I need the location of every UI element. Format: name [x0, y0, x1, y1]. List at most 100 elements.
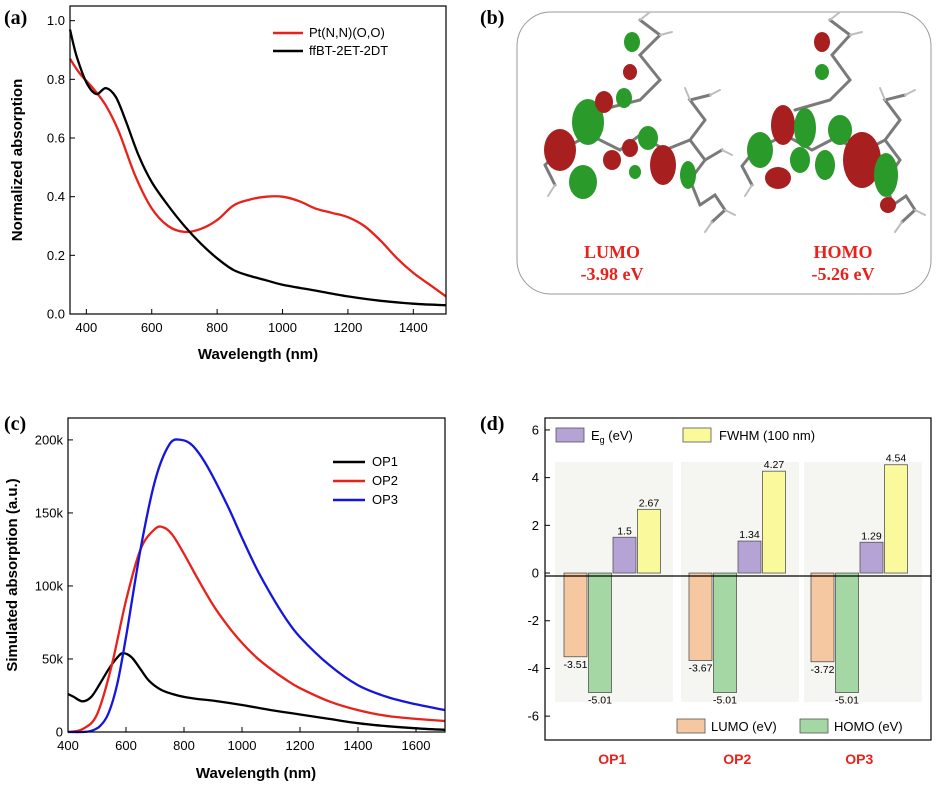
- d-bar-value-label: -5.01: [588, 695, 612, 707]
- a-xtick-label: 1400: [399, 320, 428, 335]
- d-legend-swatch-fwhm: [682, 427, 712, 443]
- c-ytick-label: 200k: [35, 432, 64, 447]
- a-ytick-label: 0.4: [47, 189, 65, 204]
- c-xtick-label: 1400: [344, 738, 373, 753]
- d-ticks: -6 -4 -2 0 2 4 6: [527, 422, 550, 724]
- a-xlabel: Wavelength (nm): [198, 346, 318, 363]
- panel-label-b: (b): [480, 7, 504, 29]
- lumo-orbital-image: [543, 11, 736, 233]
- d-legend-swatch-lumo: [676, 718, 706, 734]
- a-legend-label-2: ffBT-2ET-2DT: [309, 43, 388, 58]
- d-bar-op3-2: [835, 572, 859, 693]
- d-bar-op1-1: [563, 572, 588, 658]
- a-ytick-label: 1.0: [47, 13, 65, 28]
- a-legend-label-1: Pt(N,N)(O,O): [309, 25, 385, 40]
- a-xtick-label: 800: [206, 320, 228, 335]
- d-bar-value-label: 1.5: [617, 525, 632, 537]
- d-bar-value-label: -5.01: [835, 695, 859, 707]
- d-ytick-label: 0: [532, 566, 539, 581]
- d-bar-op3-3: [859, 541, 884, 574]
- d-ytick-label: -4: [527, 661, 539, 676]
- d-category-label: OP1: [598, 751, 626, 767]
- c-legend-label-1: OP1: [372, 454, 398, 469]
- d-ytick-label: 2: [532, 518, 539, 533]
- d-bar-op1-2: [588, 572, 612, 693]
- d-ytick-label: -2: [527, 613, 539, 628]
- c-ticks: 400 600 800 1000 1200 1400 1600 0 50k 100k 150k 200…: [35, 432, 431, 753]
- d-category-label: OP2: [723, 751, 751, 767]
- d-bar-value-label: 4.27: [764, 459, 785, 471]
- d-bar-op3-1: [810, 572, 835, 663]
- a-ytick-label: 0.0: [47, 307, 65, 322]
- orbital-panel: LUMO -3.98 eV HOMO -5.26 eV: [516, 11, 932, 295]
- a-ytick-label: 0.8: [47, 72, 65, 87]
- c-xtick-label: 1600: [402, 738, 431, 753]
- lumo-label: LUMO: [584, 242, 640, 262]
- d-bar-op2-1: [688, 572, 713, 661]
- c-ylabel: Simulated absorption (a.u.): [4, 478, 21, 671]
- chart-c: 400 600 800 1000 1200 1400 1600 0 50k 100k 150k 200…: [4, 417, 446, 782]
- d-category-label: OP3: [845, 751, 873, 767]
- c-xtick-label: 800: [173, 738, 195, 753]
- d-legend-swatch-homo: [799, 718, 829, 734]
- panel-label-a: (a): [4, 7, 27, 29]
- orbital-frame: [516, 11, 932, 295]
- c-xtick-label: 1200: [286, 738, 315, 753]
- a-xtick-label: 400: [75, 320, 97, 335]
- d-ytick-label: 4: [532, 470, 539, 485]
- c-ytick-label: 50k: [42, 651, 63, 666]
- d-plot-frame: [544, 417, 932, 741]
- c-series-line-1: [67, 651, 446, 731]
- lumo-energy: -3.98 eV: [581, 264, 644, 284]
- a-ticks: 400 600 800 1000 1200 1400 0.0 0.2 0.4 0.6 0.8 1.0: [47, 13, 428, 335]
- d-legend-swatch-eg: [555, 427, 585, 443]
- c-ytick-label: 0: [56, 725, 63, 740]
- d-category-labels: OP1 OP2 OP3: [598, 751, 873, 767]
- d-legend-label-eg: Eg (eV): [591, 428, 633, 445]
- c-legend: OP1 OP2 OP3: [333, 454, 398, 507]
- a-ytick-label: 0.2: [47, 248, 65, 263]
- chart-d: -6 -4 -2 0 2 4 6 -3.51 -5.01 1.5 2.67 -3.67 -5.01 1.…: [527, 417, 932, 767]
- c-legend-label-2: OP2: [372, 473, 398, 488]
- d-legend-top: Eg (eV) FWHM (100 nm): [555, 427, 815, 445]
- d-bar-op3-4: [884, 464, 908, 574]
- d-bar-op2-3: [737, 540, 762, 574]
- d-bar-value-label: -3.67: [689, 663, 713, 675]
- a-lines: [68, 29, 447, 307]
- d-bar-value-label: 2.67: [639, 497, 660, 509]
- c-series-line-3: [67, 438, 446, 734]
- c-lines: [67, 438, 446, 734]
- d-ytick-label: 6: [532, 422, 539, 437]
- a-legend: Pt(N,N)(O,O) ffBT-2ET-2DT: [273, 25, 388, 58]
- panel-label-c: (c): [4, 413, 26, 435]
- a-series-line-2: [68, 29, 447, 307]
- d-legend-label-homo: HOMO (eV): [834, 719, 903, 734]
- d-bar-value-label: -3.51: [564, 659, 588, 671]
- c-xtick-label: 400: [57, 738, 79, 753]
- a-ytick-label: 0.6: [47, 131, 65, 146]
- d-ytick-label: -6: [527, 709, 539, 724]
- d-bar-value-label: -3.72: [811, 664, 835, 676]
- chart-a: 400 600 800 1000 1200 14000.00.20.40.60.81.0 …: [9, 5, 447, 363]
- a-plot-frame: [69, 5, 447, 315]
- c-ytick-label: 100k: [35, 578, 64, 593]
- c-xlabel: Wavelength (nm): [196, 765, 316, 782]
- homo-label: HOMO: [814, 242, 873, 262]
- homo-energy: -5.26 eV: [812, 264, 875, 284]
- panel-label-d: (d): [480, 413, 504, 435]
- d-bars: -3.51 -5.01 1.5 2.67 -3.67 -5.01 1.34 4.27 -3.72…: [564, 453, 908, 707]
- a-xtick-label: 1200: [333, 320, 362, 335]
- d-bar-op1-3: [612, 536, 637, 574]
- c-ytick-label: 150k: [35, 505, 64, 520]
- d-legend-label-fwhm: FWHM (100 nm): [719, 428, 815, 443]
- d-bar-op1-4: [637, 508, 661, 574]
- a-series-line-1: [69, 58, 447, 298]
- d-legend-label-lumo: LUMO (eV): [711, 719, 777, 734]
- c-xtick-label: 1000: [228, 738, 257, 753]
- d-bar-op2-4: [762, 470, 786, 574]
- d-bar-op2-2: [713, 572, 737, 693]
- c-legend-label-3: OP3: [372, 492, 398, 507]
- d-bar-value-label: 4.54: [886, 453, 907, 465]
- d-bar-value-label: 1.29: [861, 530, 882, 542]
